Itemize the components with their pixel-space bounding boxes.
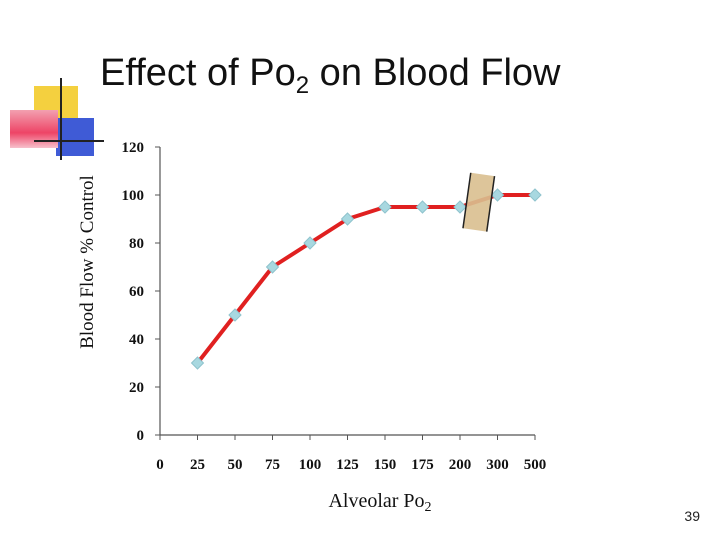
page-number: 39	[650, 508, 700, 524]
y-tick-label: 100	[122, 188, 145, 204]
x-tick-label: 150	[374, 457, 397, 473]
axis-break-marker	[463, 173, 495, 232]
axis-break-band	[463, 173, 495, 232]
x-tick-label: 175	[411, 457, 434, 473]
y-axis-label: Blood Flow % Control	[77, 142, 99, 382]
y-tick-label: 60	[129, 284, 144, 300]
x-tick-label: 200	[449, 457, 472, 473]
x-tick-label: 100	[299, 457, 322, 473]
x-tick-label: 50	[228, 457, 243, 473]
y-tick-label: 40	[129, 332, 144, 348]
data-point	[529, 189, 541, 201]
y-tick-label: 120	[122, 140, 145, 156]
y-tick-label: 80	[129, 236, 144, 252]
data-point	[492, 189, 504, 201]
x-tick-label: 25	[190, 457, 205, 473]
break-band-fill	[463, 173, 495, 232]
x-tick-label: 75	[265, 457, 280, 473]
data-point	[417, 201, 429, 213]
data-point	[379, 201, 391, 213]
data-point	[454, 201, 466, 213]
x-tick-label: 0	[156, 457, 164, 473]
x-tick-label: 300	[486, 457, 509, 473]
y-tick-label: 0	[137, 428, 145, 444]
y-tick-labels: 0 20 40 60 80 100 120	[122, 140, 145, 444]
x-tick-labels: 0 25 50 75 100 125 150 175 200 300 500	[156, 457, 546, 473]
x-axis-label: Alveolar Po2	[290, 490, 470, 516]
x-tick-label: 125	[336, 457, 359, 473]
x-tick-label: 500	[524, 457, 547, 473]
y-tick-label: 20	[129, 380, 144, 396]
